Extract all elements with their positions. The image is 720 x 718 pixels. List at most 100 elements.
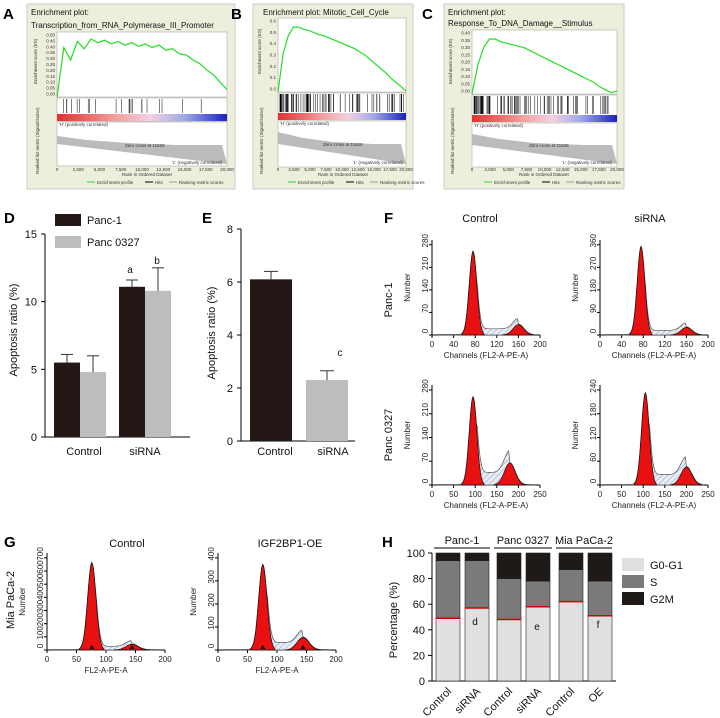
rank-x-tick: 0 bbox=[277, 167, 280, 172]
rank-x-tick: 5,000 bbox=[304, 167, 316, 172]
h-y-tick-label: 80 bbox=[413, 574, 425, 586]
h-annot-e: e bbox=[534, 622, 540, 633]
hist-x-tick-label: 150 bbox=[490, 490, 504, 499]
hist-y-tick-label: 280 bbox=[421, 234, 430, 248]
g-col-oe: IGF2BP1-OE bbox=[258, 538, 323, 550]
hist-ylabel: Number bbox=[571, 420, 580, 449]
h-group-3: Mia PaCa-2 bbox=[555, 535, 613, 547]
h-seg-g2m bbox=[464, 552, 490, 561]
hist-y-tick-label: 500 bbox=[36, 573, 45, 587]
h-seg-g2m bbox=[435, 552, 461, 561]
es-tick-label: 0.35 bbox=[461, 38, 470, 43]
hist-y-tick-label: 180 bbox=[589, 403, 598, 417]
d-bar-panc-0327 bbox=[145, 290, 171, 437]
hist-g2m-peak bbox=[501, 324, 535, 336]
hist-x-tick-label: 50 bbox=[72, 655, 81, 664]
rank-x-tick: 12,500 bbox=[351, 167, 365, 172]
es-tick-label: 0.15 bbox=[46, 74, 55, 79]
hist-y-tick-label: 0 bbox=[421, 478, 430, 483]
d-ylabel: Apoptosis ratio (%) bbox=[8, 284, 20, 377]
es-ylabel: Enrichment score (ES) bbox=[448, 38, 453, 84]
f-col-sirna: siRNA bbox=[634, 213, 666, 225]
f-hist-panc1-sirna: 0 90 180 270 360 0 40 80 120 160 200 Number Channels… bbox=[571, 234, 715, 360]
hist-x-tick-label: 100 bbox=[99, 655, 113, 664]
gsea-panel-b: B Enrichment plot: Mitotic_Cell_Cycle 0.… bbox=[231, 3, 425, 190]
enrichment-curve bbox=[277, 26, 407, 93]
h-ylabel: Percentage (%) bbox=[388, 582, 400, 658]
es-tick-label: 0.1 bbox=[270, 75, 277, 80]
h-legend-swatch-g0g1 bbox=[622, 558, 644, 571]
d-legend-swatch-2 bbox=[55, 236, 81, 248]
hist-g0g1-peak bbox=[79, 561, 105, 651]
panel-e: E Apoptosis ratio (%) 0 2 4 6 8 Control siRN… bbox=[202, 210, 355, 458]
rank-x-ticks: 0 2,500 5,000 7,500 10,000 12,500 15,000 17,500… bbox=[471, 167, 625, 172]
gsea-legend: Enrichment profile Hits Ranking metric s… bbox=[87, 180, 224, 185]
es-plot-area bbox=[277, 17, 407, 93]
hist-x-tick-label: 50 bbox=[617, 490, 626, 499]
zero-cross-label: Zero cross at 11628 bbox=[529, 143, 569, 148]
rank-xlabel: Rank in Ordered Dataset bbox=[122, 172, 173, 177]
h-seg-g0-g1 bbox=[464, 607, 490, 682]
hist-g0g1-peak bbox=[461, 396, 485, 486]
h-seg-g0-g1 bbox=[525, 606, 551, 682]
e-annot-c: c bbox=[338, 348, 343, 359]
hist-g2m-peak bbox=[284, 637, 322, 651]
gsea-legend: Enrichment profile Hits Ranking metric s… bbox=[484, 180, 621, 185]
e-bar-sirna bbox=[306, 380, 348, 441]
hist-g0g1-peak bbox=[633, 392, 658, 486]
hist-x-tick-label: 50 bbox=[243, 655, 252, 664]
hist-ylabel: Number bbox=[189, 587, 198, 616]
hist-x-tick-label: 160 bbox=[512, 340, 526, 349]
panel-g: G Control IGF2BP1-OE Mia PaCa-2 01002003… bbox=[4, 534, 343, 675]
h-bars bbox=[435, 552, 613, 682]
h-seg-s bbox=[464, 560, 490, 609]
hist-x-tick-label: 100 bbox=[637, 490, 651, 499]
panel-d: D Apoptosis ratio (%) 0 5 10 15 Control siR… bbox=[4, 210, 190, 458]
d-legend-1: Panc-1 bbox=[87, 215, 122, 227]
gsea-title-2: Response_To_DNA_Damage__Stimulus bbox=[448, 19, 593, 28]
panel-letter-c: C bbox=[422, 6, 433, 23]
rank-x-tick: 0 bbox=[56, 167, 59, 172]
es-tick-label: 0.20 bbox=[46, 68, 55, 73]
panel-letter-g: G bbox=[4, 534, 16, 551]
es-tick-label: 0.30 bbox=[461, 45, 470, 50]
hist-x-tick-label: 200 bbox=[680, 490, 694, 499]
gsea-legend: Enrichment profile Hits Ranking metric s… bbox=[288, 180, 425, 185]
es-plot-area bbox=[471, 29, 618, 95]
panel-letter-e: E bbox=[202, 210, 212, 227]
zero-cross-label: Zero cross at 11628 bbox=[125, 143, 165, 148]
es-tick-label: 0.10 bbox=[461, 74, 470, 79]
d-y-tick-label: 0 bbox=[31, 432, 37, 444]
panel-letter-b: B bbox=[231, 6, 242, 23]
d-y-tick-label: 5 bbox=[31, 364, 37, 376]
rank-x-tick: 0 bbox=[471, 167, 474, 172]
hist-y-tick-label: 100 bbox=[207, 616, 216, 630]
f-col-control: Control bbox=[462, 213, 497, 225]
enrichment-curve bbox=[56, 38, 228, 98]
g-side-title: Mia PaCa-2 bbox=[5, 571, 17, 629]
es-ylabel: Enrichment score (ES) bbox=[257, 28, 262, 74]
rank-x-tick: 2,500 bbox=[288, 167, 300, 172]
zero-cross-label: Zero cross at 11628 bbox=[323, 142, 363, 147]
rank-metric-fill bbox=[472, 134, 617, 164]
rank-x-tick: 20,000 bbox=[610, 167, 624, 172]
rank-xlabel: Rank in Ordered Dataset bbox=[318, 172, 369, 177]
d-bar-panc-0327 bbox=[80, 372, 106, 437]
panel-letter-h: H bbox=[382, 534, 393, 551]
h-annot-f: f bbox=[597, 620, 600, 631]
h-seg-g2m bbox=[525, 552, 551, 582]
h-seg-s bbox=[558, 569, 584, 602]
h-x-label: Control bbox=[482, 686, 516, 718]
hist-y-tick-label: 360 bbox=[589, 234, 598, 248]
f-hist-panc0327-sirna: 0 60 120 180 240 0 50 100 150 200 250 Number Channel… bbox=[571, 379, 715, 510]
hist-s-phase-fill bbox=[52, 561, 160, 651]
hist-x-tick-label: 0 bbox=[45, 655, 50, 664]
es-tick-label: 0.2 bbox=[270, 64, 277, 69]
pos-corr-label: 'H' (positively correlated) bbox=[280, 121, 329, 126]
h-x-label: siRNA bbox=[453, 685, 484, 716]
e-y-tick-label: 4 bbox=[227, 330, 233, 342]
hist-x-tick-label: 100 bbox=[270, 655, 284, 664]
panel-letter-f: F bbox=[384, 210, 393, 227]
h-y-tick-label: 40 bbox=[413, 625, 425, 637]
